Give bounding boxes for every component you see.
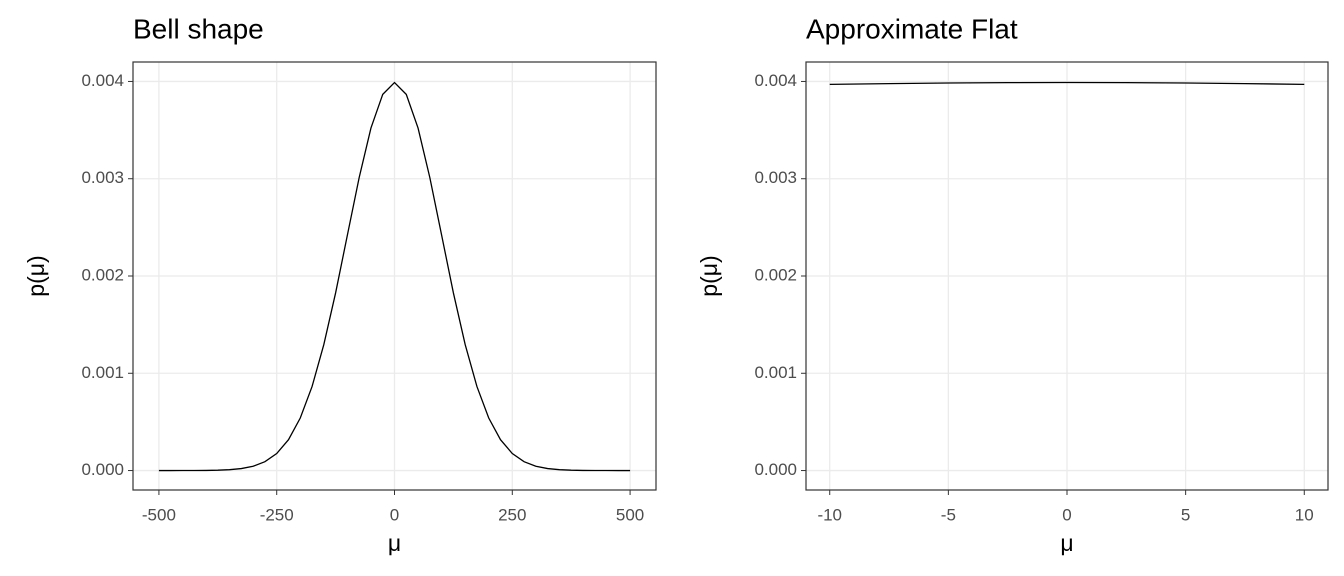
chart-title: Approximate Flat (806, 13, 1018, 44)
y-axis-label: p(μ) (23, 255, 49, 296)
x-tick-label: -10 (817, 505, 842, 524)
chart-title: Bell shape (133, 13, 264, 44)
y-tick-label: 0.002 (81, 265, 124, 284)
x-tick-label: 0 (1062, 505, 1071, 524)
y-axis-label: p(μ) (696, 255, 722, 296)
y-tick-label: 0.000 (754, 460, 797, 479)
x-tick-label: -250 (260, 505, 294, 524)
y-tick-label: 0.004 (754, 71, 797, 90)
y-tick-label: 0.002 (754, 265, 797, 284)
y-tick-label: 0.004 (81, 71, 124, 90)
x-axis-label: μ (388, 530, 401, 556)
x-tick-label: -500 (142, 505, 176, 524)
x-axis-label: μ (1060, 530, 1073, 556)
y-tick-label: 0.001 (754, 363, 797, 382)
y-tick-label: 0.003 (81, 168, 124, 187)
line (829, 81, 1305, 86)
panel-border (805, 61, 1329, 491)
y-tick-label: 0.001 (81, 363, 124, 382)
x-tick-label: 0 (390, 505, 399, 524)
y-tick-label: 0.000 (81, 460, 124, 479)
line (158, 81, 631, 472)
x-tick-label: 250 (498, 505, 526, 524)
x-tick-label: 10 (1295, 505, 1314, 524)
x-tick-label: 5 (1181, 505, 1190, 524)
panel-border (132, 61, 657, 491)
y-tick-label: 0.003 (754, 168, 797, 187)
x-tick-label: -5 (941, 505, 956, 524)
x-tick-label: 500 (616, 505, 644, 524)
